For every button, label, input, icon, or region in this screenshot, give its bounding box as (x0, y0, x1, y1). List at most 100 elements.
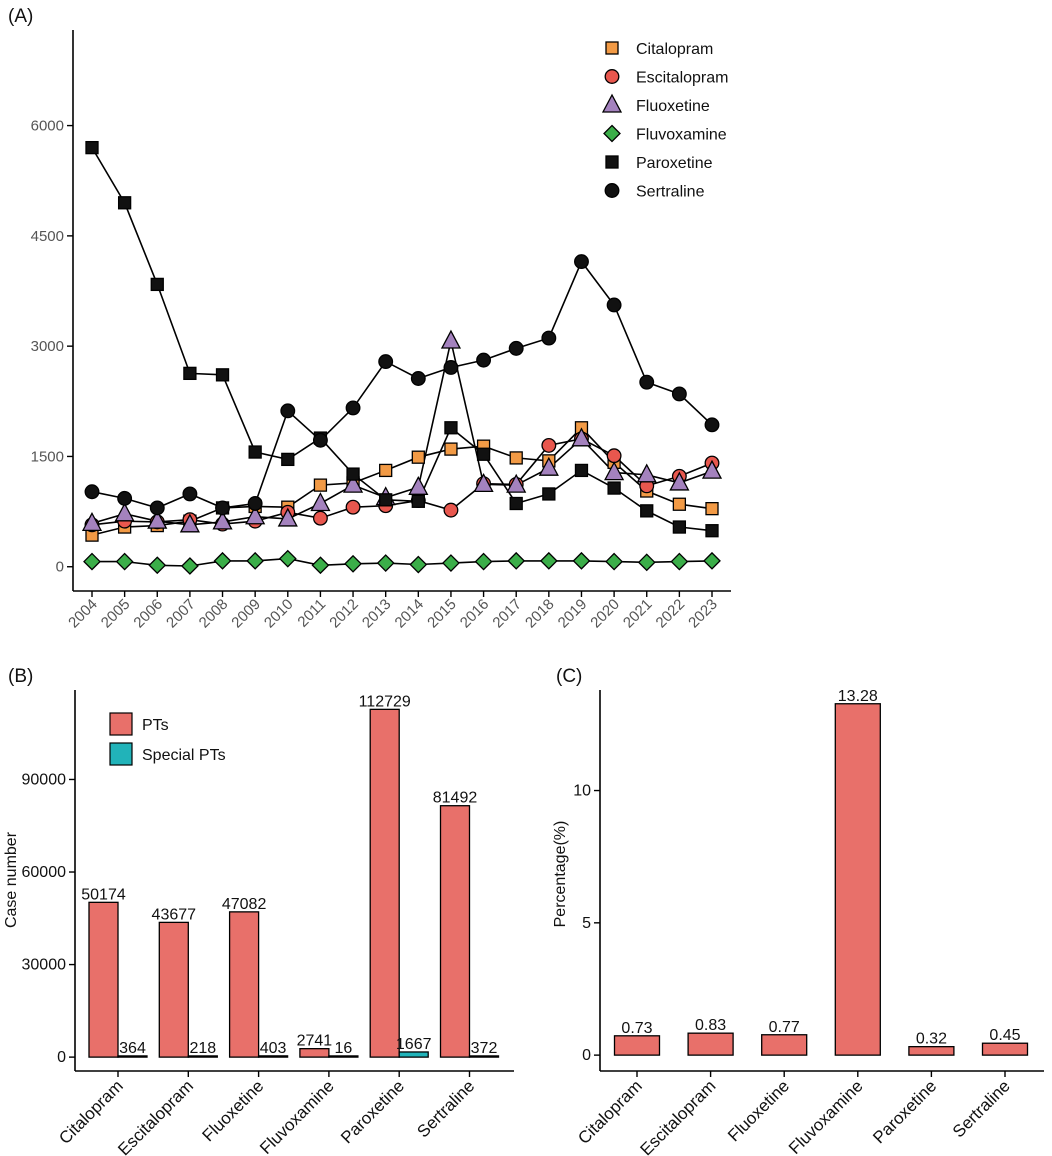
y-tick-label: 3000 (31, 338, 64, 355)
bar-value-label: 81492 (433, 790, 478, 807)
point-paroxetine (248, 445, 262, 459)
point-fluoxetine (179, 513, 200, 533)
point-fluoxetine (245, 505, 266, 525)
point-fluvoxamine (148, 556, 167, 575)
y-tick-label: 90000 (22, 771, 67, 788)
y-tick-label: 30000 (22, 957, 67, 974)
x-tick-label: 2016 (457, 596, 493, 632)
x-tick-label: 2017 (489, 596, 525, 632)
point-fluvoxamine (605, 552, 624, 571)
y-tick-label: 0 (57, 1049, 66, 1066)
point-citalopram (705, 502, 719, 516)
y-tick-label: 10 (573, 783, 591, 800)
x-tick-label: 2022 (653, 596, 689, 632)
x-tick-label-citalopram: Citalopram (574, 1076, 646, 1148)
point-sertraline (476, 352, 492, 368)
x-tick-label: 2021 (620, 596, 656, 632)
point-sertraline (247, 496, 263, 511)
x-tick-label: 2020 (587, 596, 623, 632)
point-fluvoxamine (539, 551, 558, 570)
point-sertraline (84, 484, 100, 500)
point-fluoxetine (114, 502, 135, 522)
point-fluoxetine (571, 427, 592, 447)
point-sertraline (215, 500, 230, 516)
point-citalopram (672, 497, 687, 511)
bar-value-label: 112729 (359, 693, 411, 710)
panel-c-y-axis-title: Percentage(%) (552, 821, 569, 928)
legend-key-paroxetine (605, 155, 619, 169)
bar-value-label: 1667 (396, 1036, 432, 1053)
bar-value-label: 16 (335, 1040, 353, 1057)
point-paroxetine (607, 481, 621, 495)
bar-percentage-escitalopram (687, 1032, 734, 1056)
point-citalopram (411, 450, 425, 464)
point-sertraline (606, 297, 622, 313)
legend-key-pts (109, 712, 133, 736)
bar-value-label: 47082 (222, 896, 267, 913)
x-tick-label: 2009 (228, 596, 264, 632)
legend-label-special-pts: Special PTs (142, 747, 226, 764)
bar-value-label: 218 (189, 1040, 216, 1057)
point-fluoxetine (636, 463, 657, 483)
legend-label-fluvoxamine: Fluvoxamine (636, 127, 727, 144)
x-tick-label: 2014 (392, 596, 428, 632)
point-fluoxetine (408, 475, 429, 495)
y-tick-label: 1500 (31, 448, 64, 465)
point-fluvoxamine (507, 551, 526, 570)
panel-a-legend: Citalopram Escitalopram Fluoxetine Fluvoxam… (601, 41, 728, 201)
panel-c-label: (C) (556, 666, 582, 687)
x-tick-label: 2011 (294, 596, 329, 631)
bar-pts-sertraline (439, 805, 471, 1058)
x-tick-label-sertraline: Sertraline (413, 1076, 478, 1141)
bar-value-label: 50174 (81, 886, 126, 903)
point-paroxetine (705, 524, 719, 538)
bar-percentage-sertraline (981, 1042, 1029, 1056)
x-tick-label: 2007 (163, 596, 199, 632)
point-fluoxetine (277, 507, 298, 527)
point-sertraline (443, 360, 459, 375)
x-tick-label-escitalopram: Escitalopram (114, 1076, 197, 1156)
x-tick-label: 2023 (685, 596, 721, 632)
x-tick-label-fluvoxamine: Fluvoxamine (256, 1076, 338, 1156)
x-tick-label: 2013 (359, 596, 395, 632)
point-sertraline (574, 254, 589, 270)
panel-b-label: (B) (8, 666, 33, 687)
point-sertraline (182, 486, 198, 502)
y-tick-label: 0 (582, 1047, 591, 1064)
point-fluvoxamine (83, 552, 101, 571)
bar-value-label: 0.32 (916, 1031, 947, 1048)
point-fluvoxamine (409, 555, 428, 574)
panel-b-bars: 50174 364 43677 218 47082 403 2741 16 112729 1667… (81, 693, 500, 1058)
y-tick-label: 60000 (22, 864, 67, 881)
legend-label-sertraline: Sertraline (636, 184, 705, 201)
point-citalopram (379, 463, 393, 478)
panel-c-bar-chart: (C) Percentage(%) 0 5 10 0.73 0.83 0.77 13.28… (552, 666, 1044, 1156)
point-fluvoxamine (703, 551, 721, 570)
x-tick-label-fluoxetine: Fluoxetine (199, 1076, 268, 1145)
point-sertraline (378, 354, 394, 370)
point-fluoxetine (212, 510, 233, 530)
point-sertraline (345, 400, 361, 416)
x-tick-label: 2005 (98, 596, 134, 632)
point-escitalopram (541, 437, 557, 453)
point-fluvoxamine (670, 552, 689, 571)
point-citalopram (509, 451, 523, 465)
point-fluoxetine (701, 459, 723, 479)
bar-value-label: 43677 (152, 906, 197, 923)
point-fluoxetine (604, 461, 625, 481)
legend-key-citalopram (605, 41, 619, 55)
x-tick-label: 2004 (65, 596, 101, 632)
point-sertraline (280, 403, 296, 419)
point-sertraline (410, 371, 426, 386)
legend-label-escitalopram: Escitalopram (636, 70, 728, 87)
bar-special-pts-fluoxetine (257, 1055, 289, 1058)
legend-key-fluvoxamine (603, 124, 621, 143)
point-sertraline (671, 386, 687, 402)
point-fluvoxamine (474, 552, 493, 571)
legend-key-fluoxetine (601, 93, 623, 113)
bar-value-label: 0.45 (989, 1027, 1020, 1044)
panel-a-x-ticks: 2004200520062007200820092010201120122013… (65, 591, 721, 631)
point-paroxetine (150, 277, 164, 292)
